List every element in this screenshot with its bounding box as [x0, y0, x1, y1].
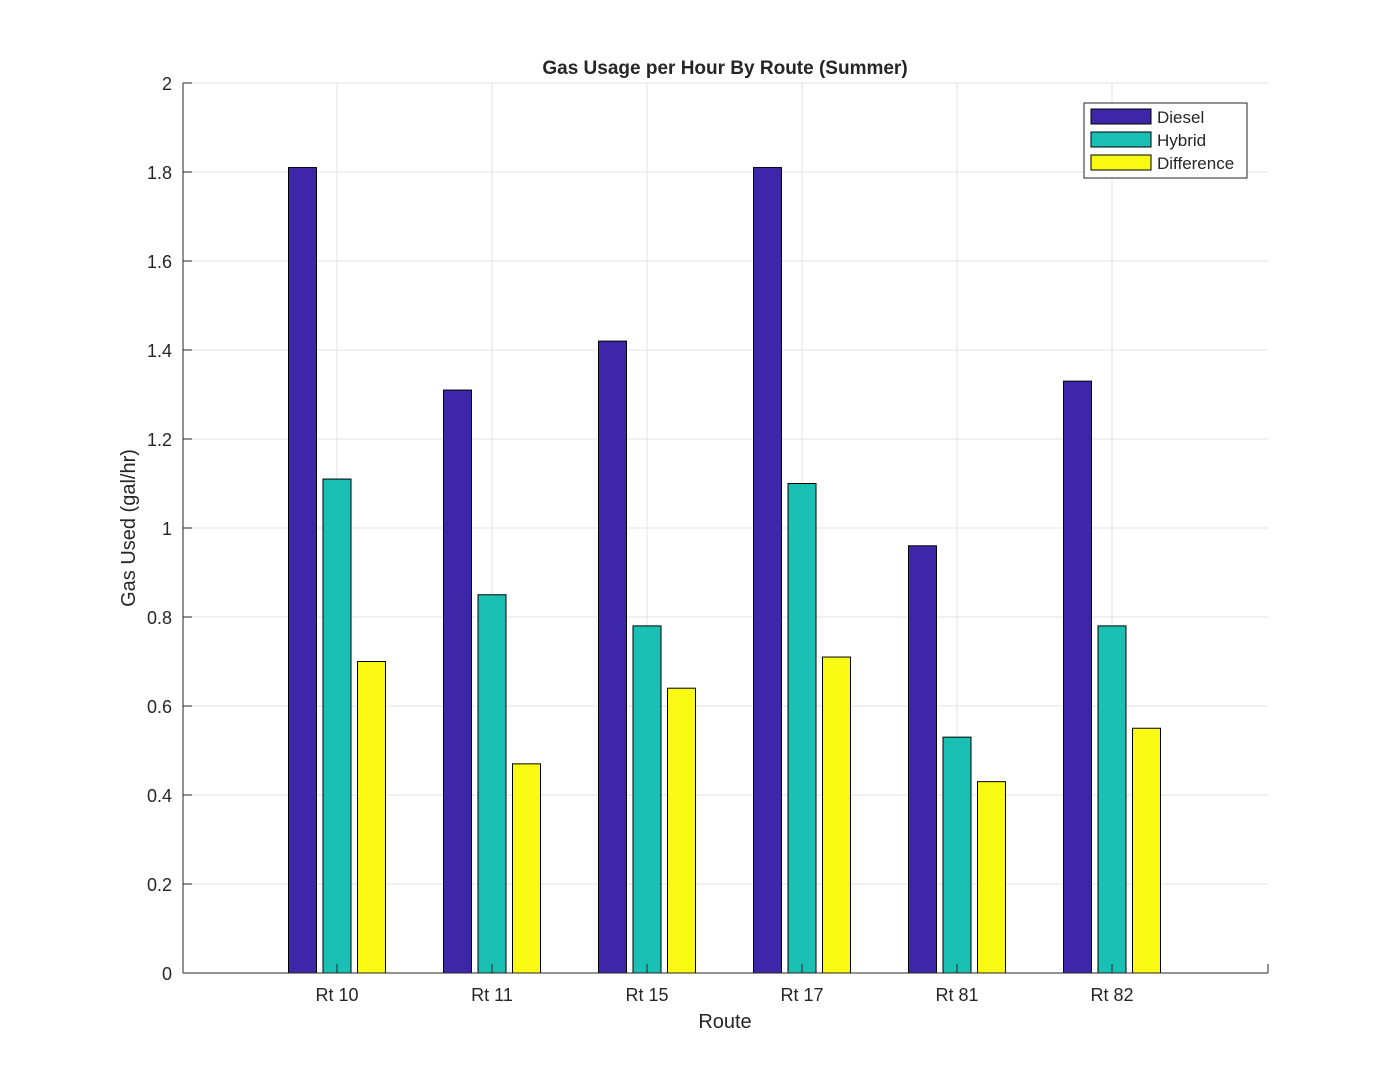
y-tick-label: 1.2 [147, 430, 172, 450]
y-tick-label: 0.6 [147, 697, 172, 717]
legend-swatch-diesel [1090, 108, 1152, 125]
x-tick-label: Rt 82 [1090, 985, 1133, 1005]
y-tick-label: 1.6 [147, 252, 172, 272]
bar-difference-rt-11 [512, 763, 541, 974]
bar-diesel-rt-15 [598, 340, 627, 974]
x-tick-label: Rt 17 [780, 985, 823, 1005]
legend-swatch-hybrid [1090, 131, 1152, 148]
legend-label-diesel: Diesel [1157, 108, 1204, 127]
bar-hybrid-rt-82 [1097, 625, 1127, 974]
legend-label-difference: Difference [1157, 154, 1234, 173]
legend-swatch-difference [1090, 154, 1152, 171]
bar-diesel-rt-10 [288, 167, 317, 974]
y-tick-label: 1 [162, 519, 172, 539]
bar-diesel-rt-11 [443, 389, 472, 974]
bar-hybrid-rt-11 [477, 594, 507, 974]
y-tick-label: 0.2 [147, 875, 172, 895]
x-tick-label: Rt 81 [935, 985, 978, 1005]
bar-diesel-rt-82 [1063, 380, 1092, 974]
bar-diesel-rt-81 [908, 545, 937, 974]
tick-labels: 0 0.2 0.4 0.6 0.8 1 1.2 1.4 1.6 1.8 2 Rt 10 Rt 11 Rt … [147, 74, 1134, 1005]
y-tick-label: 1.8 [147, 163, 172, 183]
y-tick-label: 1.4 [147, 341, 172, 361]
y-tick-label: 0 [162, 964, 172, 984]
legend-label-hybrid: Hybrid [1157, 131, 1206, 150]
chart-title: Gas Usage per Hour By Route (Summer) [542, 58, 907, 79]
bar-difference-rt-17 [822, 656, 851, 974]
y-tick-label: 0.4 [147, 786, 172, 806]
bar-hybrid-rt-81 [942, 736, 972, 974]
y-tick-label: 2 [162, 74, 172, 94]
bar-difference-rt-15 [667, 687, 696, 974]
legend: Diesel Hybrid Difference [1083, 102, 1248, 179]
y-axis-label: Gas Used (gal/hr) [118, 449, 140, 607]
bar-difference-rt-81 [977, 781, 1006, 974]
x-tick-label: Rt 15 [625, 985, 668, 1005]
bar-hybrid-rt-17 [787, 483, 817, 974]
x-axis-label: Route [698, 1011, 751, 1033]
bar-hybrid-rt-15 [632, 625, 662, 974]
bar-difference-rt-10 [357, 661, 386, 974]
bars-group [288, 167, 1161, 974]
y-tick-label: 0.8 [147, 608, 172, 628]
bar-hybrid-rt-10 [322, 478, 352, 974]
x-tick-label: Rt 10 [315, 985, 358, 1005]
x-tick-label: Rt 11 [471, 985, 513, 1005]
bar-diesel-rt-17 [753, 167, 782, 974]
axes [182, 82, 1269, 974]
bar-difference-rt-82 [1132, 727, 1161, 974]
